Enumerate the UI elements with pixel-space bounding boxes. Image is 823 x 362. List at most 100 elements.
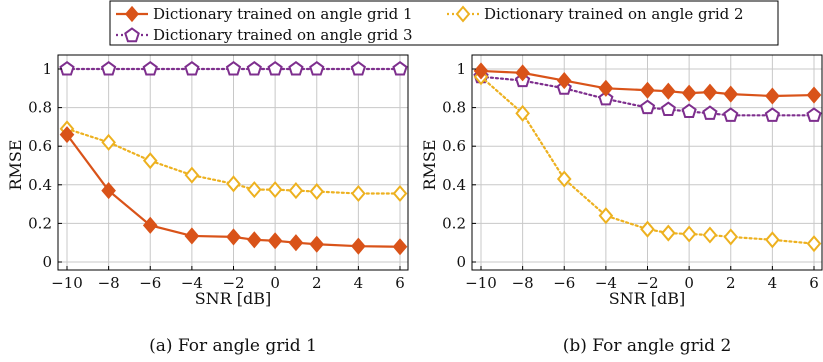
series-2-point bbox=[640, 220, 655, 238]
series-1-point bbox=[309, 235, 325, 253]
series-3-point bbox=[142, 60, 158, 76]
x-tick-label: 6 bbox=[395, 274, 405, 292]
series-2-point bbox=[392, 184, 408, 203]
series-2 bbox=[59, 120, 408, 203]
series-1-point bbox=[351, 237, 366, 255]
series-3-point bbox=[764, 107, 781, 122]
series-1-point bbox=[765, 87, 780, 105]
series-3-point bbox=[225, 60, 242, 76]
series-2-point bbox=[660, 224, 676, 242]
x-tick-label: 0 bbox=[684, 274, 694, 292]
x-tick-label: 2 bbox=[726, 274, 736, 292]
legend-label-series-2: Dictionary trained on angle grid 2 bbox=[484, 5, 744, 23]
series-2-point bbox=[101, 133, 116, 151]
legend-label-series-1: Dictionary trained on angle grid 1 bbox=[153, 5, 413, 23]
series-3-point bbox=[660, 101, 676, 117]
y-tick-label: 0.2 bbox=[442, 214, 466, 232]
series-3-point bbox=[639, 99, 656, 115]
series-3-point bbox=[100, 60, 117, 76]
x-tick-label: 4 bbox=[768, 274, 778, 292]
series-2-point bbox=[226, 175, 241, 193]
series-2-point bbox=[142, 152, 158, 170]
legend-box bbox=[109, 0, 779, 46]
data-series bbox=[473, 62, 822, 253]
series-3-point bbox=[59, 60, 75, 76]
series-2-point bbox=[515, 104, 530, 122]
series-2-point bbox=[556, 170, 572, 188]
series-1-point bbox=[246, 231, 262, 249]
series-2-point bbox=[267, 181, 283, 199]
x-tick-label: −6 bbox=[139, 274, 161, 292]
x-tick-label: −4 bbox=[595, 274, 617, 292]
series-1-point bbox=[702, 83, 718, 101]
y-tick-label: 0.8 bbox=[442, 99, 466, 117]
x-axis-label: SNR [dB] bbox=[609, 289, 686, 308]
series-2-point bbox=[702, 226, 718, 244]
legend-marker-series-2 bbox=[455, 5, 471, 23]
series-1-point bbox=[226, 228, 241, 246]
x-tick-label: 2 bbox=[312, 274, 322, 292]
x-tick-label: −10 bbox=[51, 274, 83, 292]
x-tick-label: −6 bbox=[553, 274, 575, 292]
y-tick-label: 1 bbox=[42, 60, 52, 78]
series-3-point bbox=[702, 105, 718, 120]
series-1-point bbox=[184, 227, 200, 245]
y-axis-label: RMSE bbox=[420, 139, 439, 190]
y-tick-label: 0.4 bbox=[28, 176, 52, 194]
x-tick-label: −4 bbox=[181, 274, 203, 292]
y-tick-label: 0.6 bbox=[28, 137, 52, 155]
series-1-point bbox=[723, 85, 739, 103]
legend: Dictionary trained on angle grid 1 Dicti… bbox=[109, 0, 779, 46]
series-1 bbox=[59, 126, 408, 256]
y-axis-label: RMSE bbox=[6, 139, 25, 190]
legend-label-series-3: Dictionary trained on angle grid 3 bbox=[153, 26, 413, 44]
series-1-point bbox=[267, 232, 283, 250]
caption-b: (b) For angle grid 2 bbox=[563, 336, 732, 356]
legend-entry-series-1: Dictionary trained on angle grid 1 bbox=[116, 5, 413, 23]
y-tick-label: 0.8 bbox=[28, 99, 52, 117]
series-2-point bbox=[184, 166, 200, 184]
series-1-point bbox=[556, 72, 572, 90]
series-2-point bbox=[309, 183, 325, 201]
series-2-point bbox=[806, 235, 822, 253]
series-3-point bbox=[723, 107, 739, 122]
series-3 bbox=[59, 60, 408, 76]
series-1-point bbox=[288, 234, 304, 252]
legend-marker-series-1 bbox=[125, 5, 139, 23]
x-tick-label: 0 bbox=[270, 274, 280, 292]
y-tick-label: 0 bbox=[42, 253, 52, 271]
legend-entry-series-3: Dictionary trained on angle grid 3 bbox=[116, 26, 413, 44]
series-3-point bbox=[184, 60, 200, 76]
y-tick-label: 0.2 bbox=[28, 214, 52, 232]
series-3-point bbox=[309, 60, 325, 76]
y-tick-label: 0.4 bbox=[442, 176, 466, 194]
series-1 bbox=[473, 62, 822, 105]
series-3-point bbox=[392, 60, 408, 76]
legend-entry-series-2: Dictionary trained on angle grid 2 bbox=[447, 5, 744, 23]
series-3-point bbox=[350, 60, 367, 76]
series-1-point bbox=[598, 79, 614, 97]
x-tick-label: −2 bbox=[222, 274, 244, 292]
series-2-point bbox=[246, 181, 262, 199]
x-tick-label: −8 bbox=[98, 274, 120, 292]
series-2-point bbox=[681, 225, 697, 243]
series-1-point bbox=[142, 216, 158, 234]
x-tick-label: −2 bbox=[636, 274, 658, 292]
y-tick-label: 0 bbox=[456, 253, 466, 271]
series-1-point bbox=[392, 238, 408, 256]
x-tick-label: 4 bbox=[354, 274, 364, 292]
series-1-point bbox=[473, 62, 489, 80]
y-tick-label: 0.6 bbox=[442, 137, 466, 155]
chart-panel-b: −10 −8 −6 −4 −2 0 2 4 6 0 0.2 0.4 0.6 0.8 1 SNR [dB] R… bbox=[420, 54, 823, 356]
series-1-point bbox=[515, 64, 530, 82]
x-axis-label: SNR [dB] bbox=[195, 289, 272, 308]
series-2-point bbox=[765, 231, 780, 249]
series-2-point bbox=[723, 228, 739, 246]
series-1-point bbox=[660, 82, 676, 100]
series-3-point bbox=[681, 103, 697, 118]
series-2-point bbox=[288, 182, 304, 200]
series-3-point bbox=[267, 60, 283, 76]
series-2-point bbox=[351, 184, 366, 203]
series-1-point bbox=[101, 182, 116, 200]
series-1-point bbox=[59, 126, 75, 144]
